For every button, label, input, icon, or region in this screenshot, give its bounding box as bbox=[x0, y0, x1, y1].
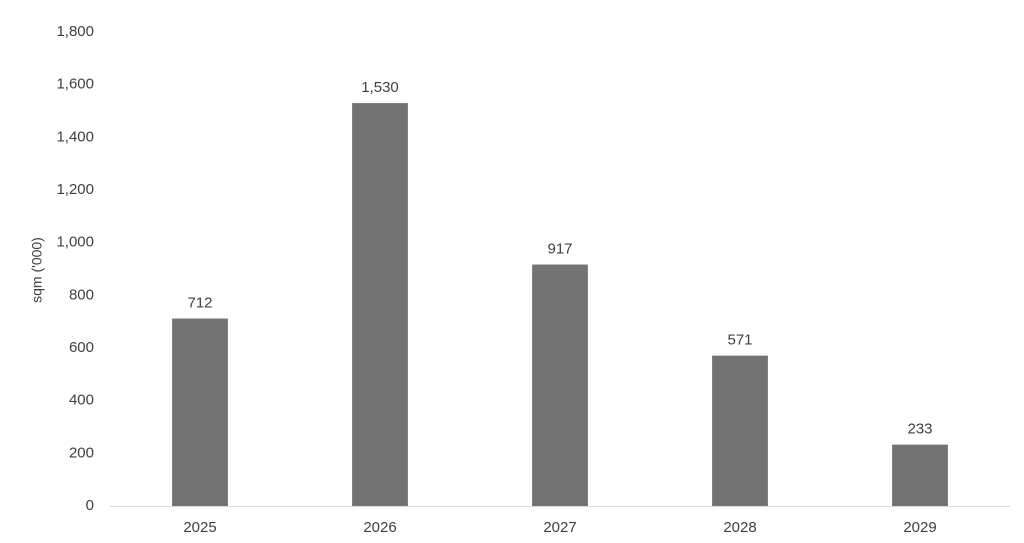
y-tick-label: 1,000 bbox=[56, 234, 94, 251]
y-tick-label: 400 bbox=[69, 392, 94, 409]
y-tick-label: 1,600 bbox=[56, 76, 94, 93]
bar bbox=[532, 264, 588, 506]
y-tick-label: 0 bbox=[86, 497, 94, 514]
bar bbox=[712, 355, 768, 506]
bar bbox=[892, 444, 948, 506]
y-tick-label: 200 bbox=[69, 444, 94, 461]
x-tick-label: 2029 bbox=[903, 519, 936, 536]
x-tick-label: 2028 bbox=[723, 519, 756, 536]
x-tick-label: 2026 bbox=[363, 519, 396, 536]
x-tick-label: 2025 bbox=[183, 519, 216, 536]
data-label: 1,530 bbox=[361, 79, 399, 96]
data-label: 917 bbox=[547, 240, 572, 257]
bar bbox=[172, 318, 228, 506]
data-label: 712 bbox=[187, 294, 212, 311]
y-tick-label: 1,200 bbox=[56, 181, 94, 198]
data-label: 571 bbox=[727, 332, 752, 349]
y-tick-label: 600 bbox=[69, 339, 94, 356]
bar bbox=[352, 103, 408, 506]
y-tick-label: 800 bbox=[69, 286, 94, 303]
y-tick-label: 1,400 bbox=[56, 128, 94, 145]
y-axis-label: sqm ('000) bbox=[29, 237, 45, 303]
data-label: 233 bbox=[907, 421, 932, 438]
x-tick-label: 2027 bbox=[543, 519, 576, 536]
y-tick-label: 1,800 bbox=[56, 23, 94, 40]
